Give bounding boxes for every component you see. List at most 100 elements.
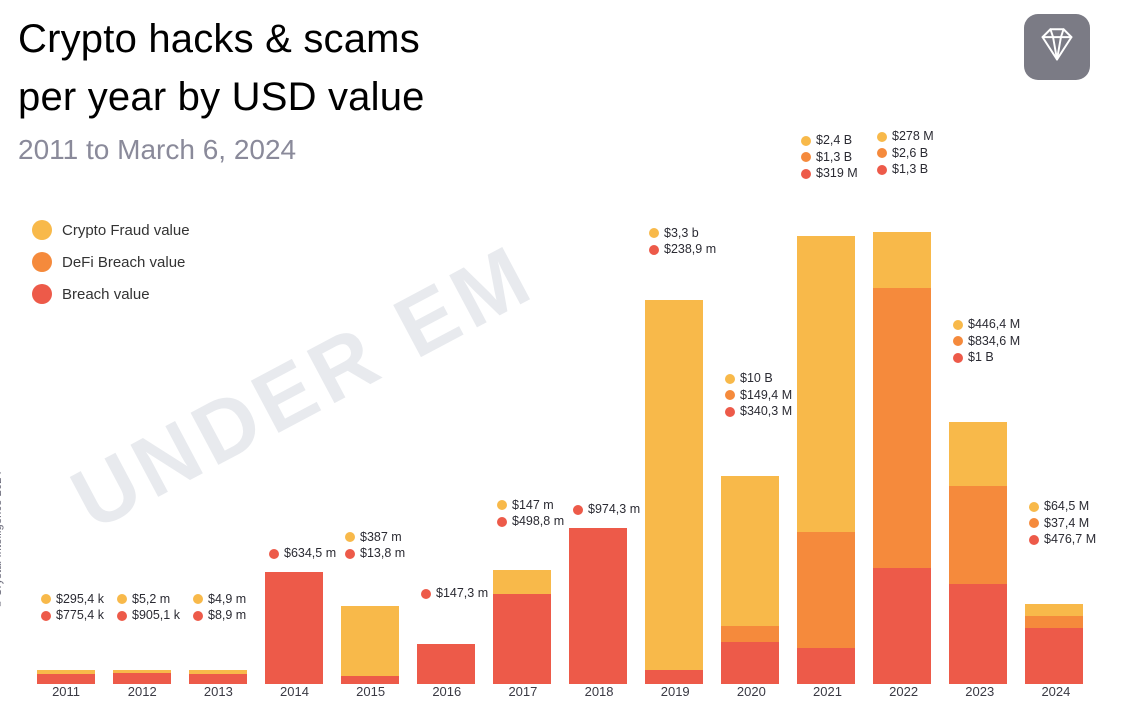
value-label: $2,6 B (877, 147, 934, 161)
title-line-1: Crypto hacks & scams (18, 10, 425, 68)
bar-stack (873, 232, 931, 684)
x-axis-label: 2015 (333, 684, 409, 710)
bar-2024 (1025, 604, 1083, 684)
bar-segment (189, 674, 247, 684)
value-label-text: $905,1 k (132, 609, 180, 623)
value-label-dot (1029, 518, 1039, 528)
value-label-dot (41, 594, 51, 604)
value-label-text: $147 m (512, 499, 554, 513)
bar-stack (645, 300, 703, 684)
chart-canvas: UNDER EM Crypto hacks & scams per year b… (0, 0, 1122, 728)
value-label-text: $64,5 M (1044, 500, 1089, 514)
x-axis-label: 2023 (942, 684, 1018, 710)
value-label-dot (421, 589, 431, 599)
value-labels: $387 m $13,8 m (345, 531, 405, 565)
value-label-dot (497, 500, 507, 510)
x-axis-label: 2019 (637, 684, 713, 710)
chart-area: $295,4 k$775,4 k $5,2 m $905,1 k $4,9 m $8,9… (28, 150, 1094, 710)
value-label-text: $1,3 B (892, 163, 928, 177)
value-labels: $278 M $2,6 B $1,3 B (877, 130, 934, 180)
value-label-dot (649, 228, 659, 238)
value-label-text: $2,4 B (816, 134, 852, 148)
x-axis: 2011201220132014201520162017201820192020… (28, 684, 1094, 710)
bar-segment (873, 232, 931, 288)
bar-segment (949, 422, 1007, 486)
value-label: $1,3 B (801, 151, 858, 165)
bar-segment (797, 648, 855, 684)
bar-stack (949, 422, 1007, 684)
value-label-dot (117, 611, 127, 621)
x-axis-label: 2013 (180, 684, 256, 710)
value-label: $974,3 m (573, 503, 640, 517)
bar-segment (417, 644, 475, 684)
value-label-text: $2,6 B (892, 147, 928, 161)
bar-segment (721, 642, 779, 684)
value-label: $10 B (725, 372, 792, 386)
value-label-text: $387 m (360, 531, 402, 545)
bar-2022 (873, 232, 931, 684)
value-label-text: $278 M (892, 130, 934, 144)
value-label-text: $149,4 M (740, 389, 792, 403)
bar-segment (797, 532, 855, 648)
value-labels: $295,4 k$775,4 k (41, 593, 104, 627)
x-axis-label: 2022 (866, 684, 942, 710)
value-label: $238,9 m (649, 243, 716, 257)
bar-2018 (569, 528, 627, 684)
x-axis-label: 2020 (713, 684, 789, 710)
value-labels: $634,5 m (269, 547, 336, 564)
bar-segment (493, 570, 551, 594)
value-label-text: $5,2 m (132, 593, 170, 607)
value-label: $387 m (345, 531, 405, 545)
bar-segment (873, 288, 931, 568)
value-label: $37,4 M (1029, 517, 1096, 531)
bar-segment (873, 568, 931, 684)
value-label-text: $974,3 m (588, 503, 640, 517)
bar-segment (1025, 628, 1083, 684)
value-labels: $147 m $498,8 m (497, 499, 564, 533)
value-label-text: $4,9 m (208, 593, 246, 607)
plot-area: $295,4 k$775,4 k $5,2 m $905,1 k $4,9 m $8,9… (28, 150, 1094, 684)
title-block: Crypto hacks & scams per year by USD val… (18, 10, 425, 166)
value-label-dot (877, 148, 887, 158)
x-axis-label: 2021 (789, 684, 865, 710)
value-label-dot (1029, 502, 1039, 512)
value-labels: $974,3 m (573, 503, 640, 520)
bar-segment (721, 626, 779, 642)
x-axis-label: 2012 (104, 684, 180, 710)
bar-stack (797, 236, 855, 684)
value-label-text: $8,9 m (208, 609, 246, 623)
bar-segment (645, 670, 703, 684)
bar-segment (569, 528, 627, 684)
bar-stack (569, 528, 627, 684)
value-label-text: $498,8 m (512, 515, 564, 529)
bar-stack (341, 606, 399, 684)
value-label-text: $13,8 m (360, 547, 405, 561)
value-label: $476,7 M (1029, 533, 1096, 547)
bar-segment (113, 673, 171, 684)
bar-segment (341, 606, 399, 676)
value-label: $147,3 m (421, 587, 488, 601)
bar-2014 (265, 572, 323, 684)
bar-stack (37, 670, 95, 684)
value-labels: $10 B$149,4 M$340,3 M (725, 372, 792, 422)
x-axis-label: 2018 (561, 684, 637, 710)
value-label: $3,3 b (649, 227, 716, 241)
value-label: $1 B (953, 351, 1020, 365)
x-axis-label: 2011 (28, 684, 104, 710)
value-label-dot (1029, 535, 1039, 545)
value-label-dot (801, 152, 811, 162)
value-label-dot (345, 549, 355, 559)
value-label-text: $1,3 B (816, 151, 852, 165)
value-label-dot (345, 532, 355, 542)
diamond-badge (1024, 14, 1090, 80)
value-label-dot (801, 136, 811, 146)
value-label-text: $3,3 b (664, 227, 699, 241)
bar-segment (721, 476, 779, 626)
value-label-text: $238,9 m (664, 243, 716, 257)
bar-segment (949, 486, 1007, 584)
value-label-text: $10 B (740, 372, 773, 386)
bar-segment (37, 674, 95, 684)
bar-segment (341, 676, 399, 684)
value-label-text: $775,4 k (56, 609, 104, 623)
value-label-dot (497, 517, 507, 527)
